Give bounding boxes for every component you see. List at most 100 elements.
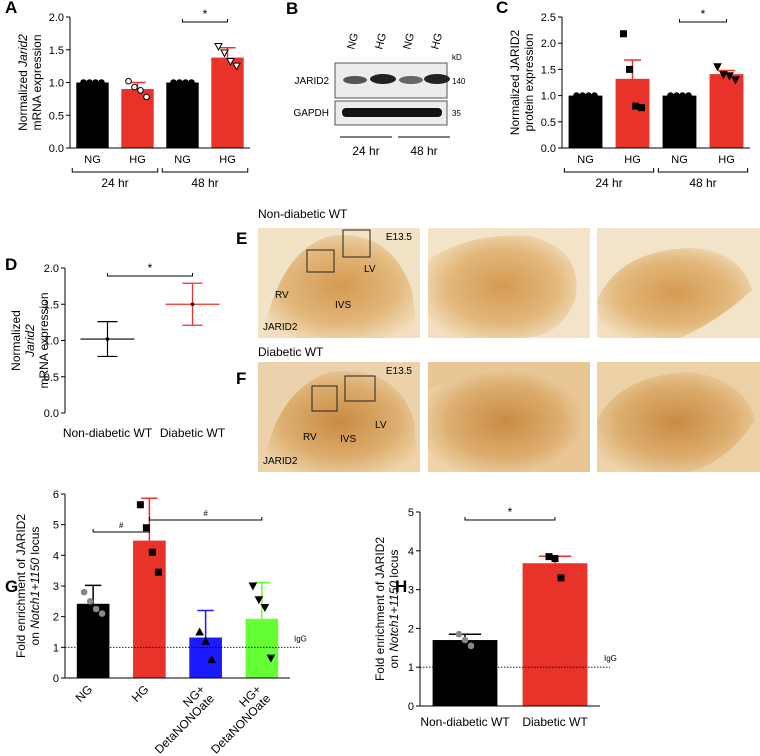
- significance-label: *: [203, 7, 208, 21]
- significance-bracket: [148, 517, 263, 521]
- y-tick-label: 0.0: [44, 408, 59, 420]
- y-axis-label: mRNA expression: [37, 292, 51, 388]
- y-label-part: Jarid2: [23, 324, 37, 358]
- y-tick-label: 2: [408, 623, 414, 635]
- x-tick-line: Non-diabetic WT: [420, 715, 510, 729]
- error-bar: [253, 581, 271, 619]
- data-point: [461, 636, 469, 644]
- data-point: [685, 92, 692, 99]
- panel-label: E: [236, 229, 247, 248]
- band: [370, 74, 396, 84]
- data-point: [80, 79, 87, 86]
- y-axis-label: Normalized Jarid2: [16, 34, 30, 131]
- y-axis-label: Jarid2: [23, 324, 37, 358]
- data-point: [232, 62, 241, 71]
- x-tick-label: NG: [84, 154, 101, 166]
- data-point: [455, 630, 463, 638]
- y-tick-label: 1.0: [49, 78, 64, 90]
- y-tick-label: 5: [53, 520, 59, 532]
- tissue: [428, 370, 582, 472]
- y-axis-label: on Notch1+1150 locus: [387, 550, 401, 669]
- y-label-part: mRNA expression: [37, 292, 51, 388]
- y-tick-label: 6: [53, 489, 59, 501]
- x-tick-label: NG: [671, 154, 688, 166]
- significance-bracket: [182, 19, 228, 23]
- significance-bracket: [92, 529, 150, 533]
- data-point: [154, 568, 162, 576]
- data-point: [136, 501, 144, 509]
- y-tick-label: 1: [408, 662, 414, 674]
- y-tick-label: 1.0: [541, 91, 556, 103]
- data-point: [719, 71, 728, 80]
- group-line: [563, 168, 655, 173]
- lane-label: HG: [429, 32, 445, 51]
- row-title: Diabetic WT: [258, 345, 324, 359]
- region-label: LV: [375, 420, 387, 431]
- y-tick-label: 2: [53, 612, 59, 624]
- lane-label: HG: [373, 32, 389, 51]
- significance-bracket: [107, 273, 193, 277]
- y-tick-label: 0.0: [49, 143, 64, 155]
- data-point: [626, 65, 633, 73]
- y-tick-label: 1.5: [44, 299, 59, 311]
- group-label: 24 hr: [352, 144, 379, 158]
- group-line: [657, 168, 749, 173]
- y-tick-label: 2.0: [49, 12, 64, 24]
- y-label-part: locus: [387, 550, 401, 581]
- data-point: [86, 79, 93, 86]
- data-point: [573, 92, 580, 99]
- error-bar: [197, 609, 214, 638]
- data-point: [254, 596, 264, 605]
- y-tick-label: 4: [53, 550, 59, 562]
- y-axis-label: Normalized: [9, 310, 23, 371]
- group-label: 24 hr: [595, 176, 622, 190]
- data-point: [220, 49, 229, 58]
- y-label-part: Fold enrichment of JARID2: [14, 514, 28, 658]
- data-point: [713, 63, 722, 72]
- group-label: 24 hr: [101, 176, 128, 190]
- band: [343, 76, 367, 84]
- panel-label: A: [5, 0, 17, 17]
- significance-label: *: [508, 505, 513, 519]
- y-tick-label: 1.5: [541, 64, 556, 76]
- data-point: [248, 582, 258, 591]
- x-tick-label: HG+DetaNONOate: [199, 682, 273, 756]
- x-tick-label: NG+DetaNONOate: [143, 682, 217, 756]
- x-tick-line: HG: [129, 682, 152, 705]
- group-line: [71, 168, 159, 173]
- panel-label: H: [395, 577, 407, 596]
- data-point: [679, 92, 686, 99]
- y-label-part: on: [387, 652, 401, 669]
- data-point: [142, 524, 150, 532]
- y-label-part: protein expression: [522, 33, 536, 131]
- inset-box: [306, 249, 335, 273]
- x-tick-label: HG: [129, 154, 146, 166]
- group-line: [161, 168, 249, 173]
- tissue: [428, 235, 577, 338]
- data-point: [638, 104, 645, 112]
- y-tick-label: 1.0: [44, 336, 59, 348]
- tissue: [597, 372, 755, 472]
- data-point: [226, 58, 235, 67]
- data-point: [170, 79, 177, 86]
- data-point: [585, 92, 592, 99]
- tissue: [262, 235, 418, 338]
- panel-label: C: [496, 0, 508, 17]
- data-point: [667, 92, 674, 99]
- significance-label: *: [701, 7, 706, 21]
- x-tick-label: HG: [718, 154, 735, 166]
- data-point: [86, 598, 94, 605]
- x-tick-label: HG: [129, 682, 152, 705]
- y-label-part: Notch1+1150: [387, 581, 401, 652]
- significance-label: #: [203, 509, 208, 518]
- unit-label: kD: [452, 53, 462, 62]
- row-label: GAPDH: [293, 108, 329, 119]
- y-axis-label: on Notch1+1150 locus: [28, 527, 42, 646]
- x-tick-label: Diabetic WT: [160, 426, 226, 440]
- y-tick-label: 0: [53, 673, 59, 685]
- x-tick-label: NG: [577, 154, 594, 166]
- data-point: [148, 548, 156, 556]
- data-point: [182, 79, 189, 86]
- data-point: [266, 654, 276, 663]
- marker-label: 35: [452, 109, 461, 118]
